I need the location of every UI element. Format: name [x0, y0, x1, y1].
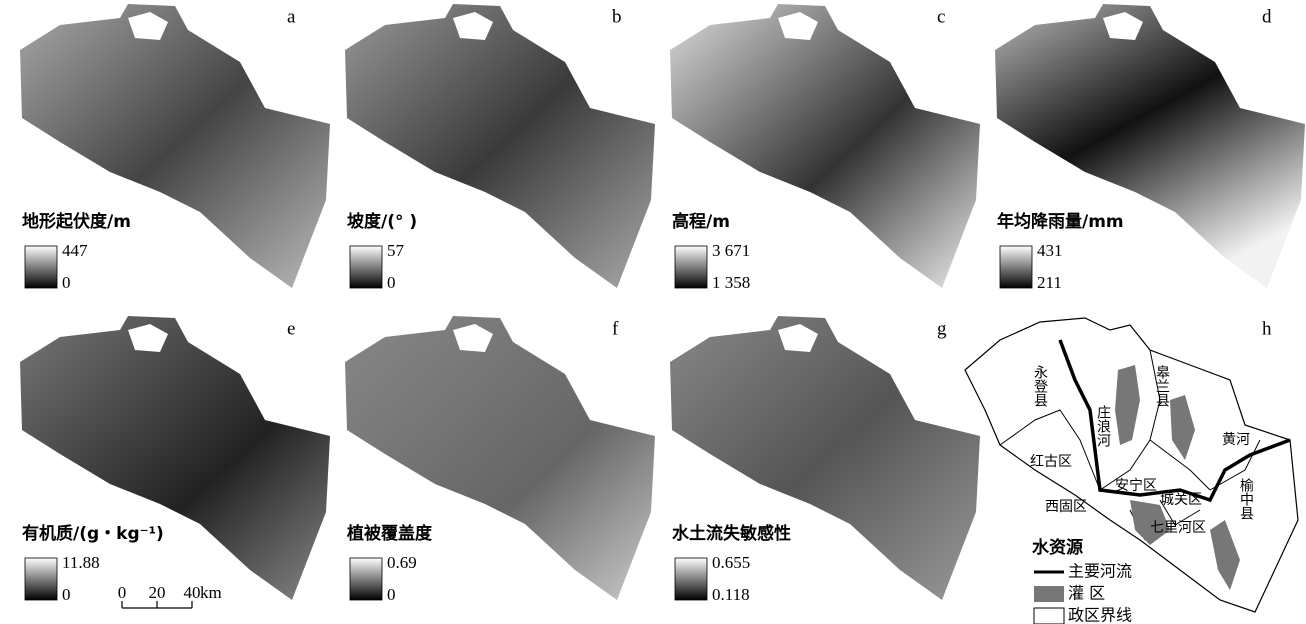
- scale-unit: km: [200, 583, 222, 602]
- place-label: 七里河区: [1150, 520, 1206, 536]
- legend-min: 0: [387, 273, 396, 292]
- scale-label: 0: [118, 583, 127, 602]
- map-panel: c 高程/m 3 671 1 358: [670, 4, 980, 292]
- panel-title: 坡度/(° ): [347, 211, 417, 232]
- map-panel: g 水土流失敏感性 0.655 0.118: [670, 316, 980, 604]
- legend-min: 0: [62, 273, 71, 292]
- panel-letter: b: [612, 6, 622, 27]
- legend-min: 0.118: [712, 585, 750, 604]
- legend-label: 主要河流: [1068, 562, 1132, 581]
- legend-label: 灌 区: [1068, 584, 1105, 603]
- legend-max: 0.69: [387, 553, 417, 572]
- figure: a 地形起伏度/m 447 0 b 坡度/(° ) 57 0 c 高程/m 3 671 1 358 d 年…: [0, 0, 1306, 624]
- legend-min: 211: [1037, 273, 1062, 292]
- panel-letter: f: [612, 318, 619, 339]
- panel-title: 植被覆盖度: [347, 523, 433, 544]
- place-label: 西固区: [1045, 499, 1087, 515]
- place-label: 安宁区: [1115, 477, 1157, 494]
- legend-min: 0: [62, 585, 71, 604]
- legend-ramp: [25, 558, 57, 600]
- legend-label: 政区界线: [1068, 606, 1132, 624]
- panel-letter: h: [1262, 318, 1272, 339]
- panel-letter: g: [937, 318, 947, 339]
- legend-symbol: [1034, 586, 1064, 602]
- map-panel: e 有机质/(g・kg⁻¹) 11.88 0: [20, 316, 330, 604]
- legend-max: 447: [62, 241, 88, 260]
- panel-letter: e: [287, 318, 295, 339]
- legend-ramp: [350, 246, 382, 288]
- map-panel: b 坡度/(° ) 57 0: [345, 4, 655, 292]
- legend-title: 水资源: [1032, 537, 1083, 558]
- panel-title: 年均降雨量/mm: [997, 211, 1124, 232]
- legend-ramp: [675, 558, 707, 600]
- place-label: 红古区: [1030, 454, 1072, 470]
- legend-ramp: [350, 558, 382, 600]
- map-panel: a 地形起伏度/m 447 0: [20, 4, 330, 292]
- place-label: 城关区: [1160, 492, 1202, 508]
- panel-letter: a: [287, 6, 296, 27]
- legend-ramp: [1000, 246, 1032, 288]
- panel-letter: d: [1262, 6, 1272, 27]
- legend-ramp: [675, 246, 707, 288]
- place-label: 庄浪河: [1095, 404, 1111, 447]
- panel-title: 地形起伏度/m: [22, 211, 131, 232]
- panel-title: 高程/m: [672, 211, 730, 232]
- place-label: 黄河: [1222, 431, 1250, 448]
- legend-max: 0.655: [712, 553, 750, 572]
- legend-max: 3 671: [712, 241, 750, 260]
- panel-title: 水土流失敏感性: [672, 523, 791, 544]
- panel-title: 有机质/(g・kg⁻¹): [22, 523, 164, 544]
- legend-ramp: [25, 246, 57, 288]
- place-label: 皋兰县: [1154, 365, 1170, 407]
- scale-label: 20: [149, 583, 166, 602]
- legend-symbol: [1034, 608, 1064, 624]
- map-panel: f 植被覆盖度 0.69 0: [345, 316, 655, 604]
- legend-max: 11.88: [62, 553, 100, 572]
- legend-min: 0: [387, 585, 396, 604]
- place-label: 榆中县: [1238, 478, 1254, 520]
- legend-min: 1 358: [712, 273, 750, 292]
- place-label: 永登县: [1032, 365, 1048, 407]
- map-panel: d 年均降雨量/mm 431 211: [995, 4, 1305, 292]
- scale-label: 40: [184, 583, 201, 602]
- legend-max: 431: [1037, 241, 1063, 260]
- panel-letter: c: [937, 6, 945, 27]
- legend-max: 57: [387, 241, 405, 260]
